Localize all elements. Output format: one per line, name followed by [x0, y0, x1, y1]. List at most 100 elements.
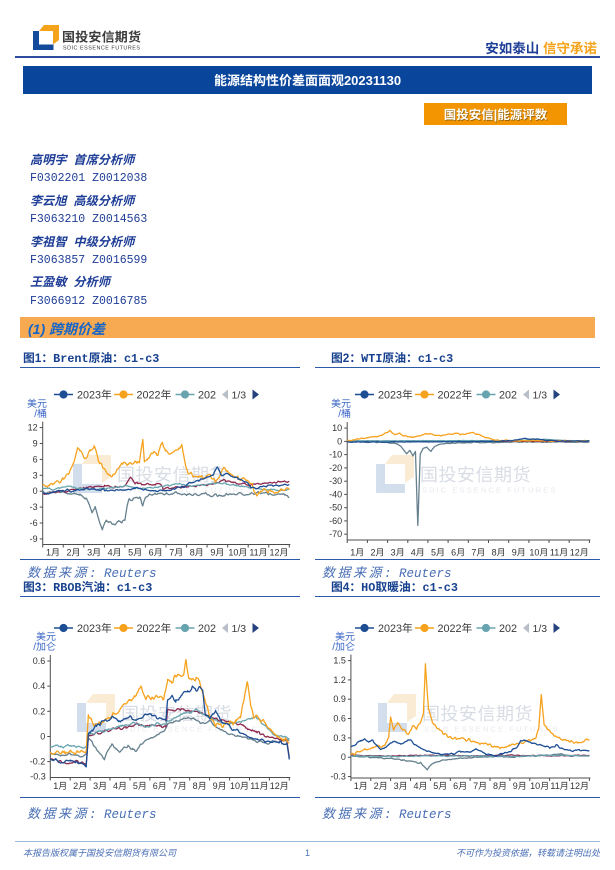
svg-text:SDIC ESSENCE FUTURES: SDIC ESSENCE FUTURES: [424, 725, 559, 734]
svg-text:2022年: 2022年: [438, 620, 473, 636]
svg-text:10月: 10月: [230, 779, 249, 792]
svg-text:11月: 11月: [249, 546, 267, 559]
svg-text:6月: 6月: [451, 546, 465, 559]
svg-text:5月: 5月: [128, 546, 142, 559]
svg-text:6月: 6月: [153, 779, 167, 792]
svg-text:1/3: 1/3: [232, 389, 247, 401]
svg-text:12月: 12月: [270, 779, 289, 792]
svg-text:0: 0: [341, 752, 346, 762]
svg-text:8月: 8月: [190, 546, 204, 559]
svg-text:3月: 3月: [391, 546, 405, 559]
svg-text:10月: 10月: [530, 779, 549, 792]
svg-text:4月: 4月: [411, 546, 425, 559]
svg-text:9月: 9月: [213, 779, 227, 792]
svg-text:2月: 2月: [370, 546, 384, 559]
svg-text:1月: 1月: [46, 546, 60, 559]
svg-text:-70: -70: [329, 529, 342, 539]
svg-text:2022年: 2022年: [137, 620, 172, 636]
svg-text:3月: 3月: [87, 546, 101, 559]
svg-text:6月: 6月: [453, 779, 467, 792]
svg-text:202: 202: [198, 623, 216, 635]
svg-text:10: 10: [332, 423, 342, 433]
svg-text:1.2: 1.2: [333, 675, 346, 685]
svg-text:2022年: 2022年: [137, 386, 172, 402]
svg-text:7月: 7月: [473, 779, 487, 792]
svg-text:2月: 2月: [374, 779, 388, 792]
svg-text:4月: 4月: [113, 779, 127, 792]
svg-text:1月: 1月: [350, 546, 364, 559]
svg-text:2023年: 2023年: [378, 620, 413, 636]
svg-text:9月: 9月: [512, 546, 526, 559]
svg-text:1月: 1月: [53, 779, 67, 792]
svg-text:3月: 3月: [394, 779, 408, 792]
svg-text:-3: -3: [30, 502, 38, 512]
svg-text:SDIC ESSENCE FUTURES: SDIC ESSENCE FUTURES: [119, 486, 254, 495]
svg-text:国投安信期货: 国投安信期货: [62, 27, 141, 46]
svg-text:SDIC ESSENCE FUTURES: SDIC ESSENCE FUTURES: [123, 725, 258, 734]
svg-text:11月: 11月: [250, 779, 268, 792]
svg-text:SDIC ESSENCE FUTURES: SDIC ESSENCE FUTURES: [422, 486, 557, 495]
svg-text:4月: 4月: [108, 546, 122, 559]
svg-text:-0.3: -0.3: [30, 772, 46, 782]
svg-text:-40: -40: [329, 489, 342, 499]
svg-text:国投安信期货: 国投安信期货: [121, 700, 232, 726]
svg-text:4月: 4月: [413, 779, 427, 792]
svg-text:11月: 11月: [550, 546, 568, 559]
svg-text:202: 202: [499, 623, 517, 635]
svg-text:-30: -30: [329, 476, 342, 486]
svg-text:-0.3: -0.3: [330, 772, 346, 782]
svg-text:-60: -60: [329, 516, 342, 526]
svg-text:0.3: 0.3: [333, 733, 346, 743]
svg-text:0: 0: [337, 436, 342, 446]
svg-text:-10: -10: [329, 450, 342, 460]
svg-text:0.2: 0.2: [33, 706, 46, 716]
svg-text:9月: 9月: [210, 546, 224, 559]
svg-text:0.9: 0.9: [333, 694, 346, 704]
svg-text:0.6: 0.6: [33, 656, 46, 666]
svg-text:5月: 5月: [431, 546, 445, 559]
svg-text:7月: 7月: [169, 546, 183, 559]
svg-text:1/3: 1/3: [232, 623, 247, 635]
svg-text:6月: 6月: [149, 546, 163, 559]
svg-text:2023年: 2023年: [77, 386, 112, 402]
svg-text:2月: 2月: [73, 779, 87, 792]
svg-text:0: 0: [40, 732, 45, 742]
svg-text:202: 202: [499, 389, 517, 401]
svg-text:12月: 12月: [570, 779, 589, 792]
svg-text:1/3: 1/3: [533, 389, 548, 401]
svg-text:202: 202: [198, 389, 216, 401]
svg-text:5月: 5月: [133, 779, 147, 792]
svg-text:12月: 12月: [269, 546, 288, 559]
svg-text:1/3: 1/3: [533, 623, 548, 635]
svg-text:6: 6: [33, 454, 38, 464]
svg-text:-50: -50: [329, 503, 342, 513]
svg-text:2月: 2月: [66, 546, 80, 559]
svg-text:0.6: 0.6: [333, 714, 346, 724]
svg-text:3: 3: [33, 470, 38, 480]
svg-text:10月: 10月: [529, 546, 548, 559]
svg-text:9: 9: [33, 439, 38, 449]
svg-text:国投安信期货: 国投安信期货: [422, 700, 533, 726]
svg-text:12月: 12月: [570, 546, 589, 559]
svg-text:1月: 1月: [354, 779, 368, 792]
svg-text:3月: 3月: [93, 779, 107, 792]
svg-text:SDIC ESSENCE FUTURES: SDIC ESSENCE FUTURES: [63, 46, 141, 52]
svg-text:7月: 7月: [173, 779, 187, 792]
svg-text:7月: 7月: [471, 546, 485, 559]
svg-text:12: 12: [28, 423, 38, 433]
svg-text:10月: 10月: [228, 546, 247, 559]
svg-text:8月: 8月: [493, 779, 507, 792]
svg-text:-0.2: -0.2: [30, 757, 46, 767]
svg-text:0: 0: [33, 486, 38, 496]
svg-text:0.4: 0.4: [33, 681, 46, 691]
svg-text:-20: -20: [329, 463, 342, 473]
svg-text:2023年: 2023年: [77, 620, 112, 636]
svg-text:8月: 8月: [193, 779, 207, 792]
svg-text:2023年: 2023年: [378, 386, 413, 402]
svg-text:8月: 8月: [492, 546, 506, 559]
svg-text:5月: 5月: [433, 779, 447, 792]
svg-text:11月: 11月: [550, 779, 568, 792]
svg-text:-9: -9: [30, 534, 38, 544]
svg-text:-6: -6: [30, 518, 38, 528]
svg-text:国投安信期货: 国投安信期货: [420, 461, 531, 487]
